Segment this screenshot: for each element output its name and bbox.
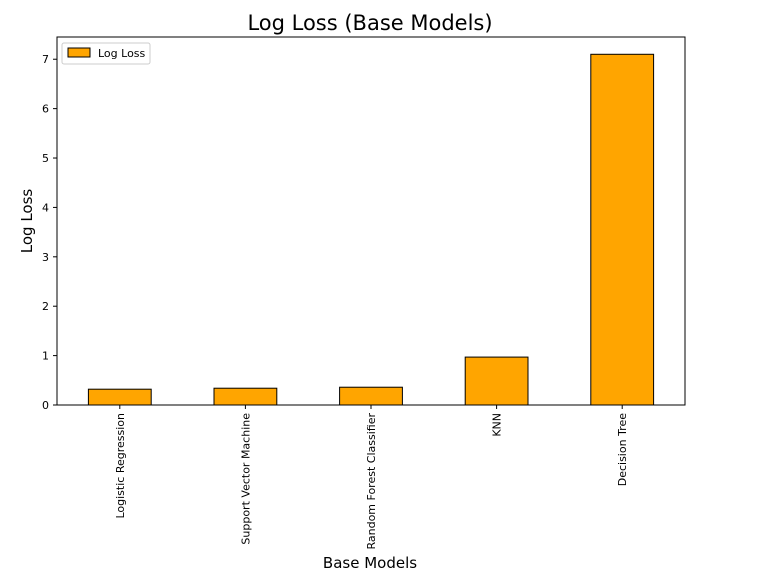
legend: Log Loss xyxy=(61,42,151,65)
y-tick-label: 1 xyxy=(42,350,49,363)
bar-knn xyxy=(464,356,529,406)
y-tick-label: 5 xyxy=(42,152,49,165)
legend-label: Log Loss xyxy=(98,47,146,60)
chart-title: Log Loss (Base Models) xyxy=(247,11,492,35)
x-tick-label: KNN xyxy=(491,413,504,437)
legend-swatch xyxy=(67,47,91,58)
bar-decision-tree xyxy=(590,53,655,406)
y-tick-label: 0 xyxy=(42,399,49,412)
y-tick-label: 7 xyxy=(42,53,49,66)
plot-area: 0 1 2 3 4 5 6 7 Logistic Regression Support Vect… xyxy=(42,36,686,550)
x-axis-label: Base Models xyxy=(323,554,417,572)
bar-logistic-regression xyxy=(87,388,152,406)
y-tick-label: 4 xyxy=(42,201,49,214)
bars xyxy=(87,53,655,406)
y-tick-label: 2 xyxy=(42,300,49,313)
x-axis-ticks: Logistic Regression Support Vector Machin… xyxy=(114,405,629,550)
y-axis-label: Log Loss xyxy=(18,189,36,254)
bar-support-vector-machine xyxy=(213,387,278,406)
x-tick-label: Decision Tree xyxy=(616,413,629,486)
y-tick-label: 3 xyxy=(42,251,49,264)
y-tick-label: 6 xyxy=(42,103,49,116)
bar-random-forest-classifier xyxy=(339,386,403,406)
x-tick-label: Random Forest Classifier xyxy=(365,413,378,550)
y-axis-ticks: 0 1 2 3 4 5 6 7 xyxy=(42,53,57,412)
x-tick-label: Support Vector Machine xyxy=(239,413,252,545)
x-tick-label: Logistic Regression xyxy=(114,413,127,519)
